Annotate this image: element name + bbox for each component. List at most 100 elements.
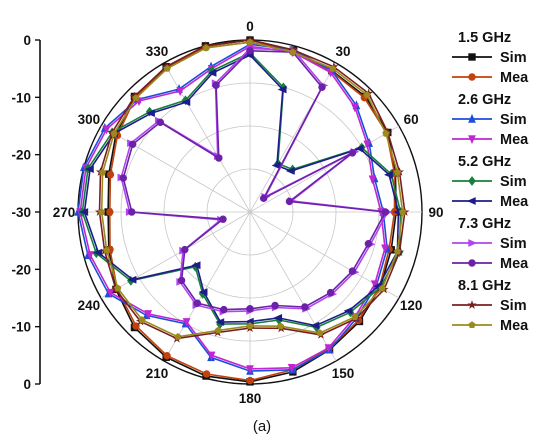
legend-label: Sim [500,174,527,190]
data-point [174,332,182,340]
data-point [468,135,476,145]
legend-label: Mea [500,70,529,86]
data-point [156,118,165,127]
data-point [468,113,476,123]
data-point [466,197,476,205]
legend-group-label: 8.1 GHz [458,278,511,294]
data-point [207,351,216,361]
angular-tick-label: 270 [53,205,76,220]
data-point [219,215,227,223]
grid-spoke [163,62,251,213]
legend-label: Sim [500,298,527,314]
data-point [329,64,337,72]
radial-axis: 0 -10 -20 -30 -20 -10 0 [11,33,41,392]
data-point [181,98,191,107]
angular-tick-label: 150 [332,366,355,381]
legend-group-label: 7.3 GHz [458,216,511,232]
data-point [176,87,184,97]
radial-tick-label: -10 [11,320,31,335]
angular-tick-label: 120 [400,298,423,313]
grid-spoke [249,125,400,213]
data-point [271,301,279,310]
legend-label: Sim [500,112,527,128]
angular-tick-label: 330 [146,44,169,59]
data-point [246,322,254,330]
data-point [212,81,220,90]
data-point [310,321,320,330]
data-point [324,344,333,354]
data-point [393,247,402,255]
data-point [277,322,285,330]
data-point [381,208,390,216]
data-point [110,129,118,137]
angular-tick-label: 60 [404,112,419,127]
data-point [318,83,326,91]
radial-tick-label: -20 [11,148,31,163]
data-point [348,267,357,275]
data-point [468,73,476,81]
data-point [326,288,335,297]
data-point [106,208,114,216]
data-point [84,165,94,174]
data-point [468,259,476,267]
radial-tick-label: 0 [23,377,31,392]
data-point [364,240,373,248]
data-point [378,284,386,292]
data-point [146,109,155,118]
data-point [128,140,137,148]
data-point [214,326,222,334]
data-point [363,91,371,98]
legend-label: Sim [500,236,527,252]
angular-tick-label: 300 [78,112,101,127]
grid-spoke [100,125,251,213]
data-point [106,288,115,298]
data-point [285,197,294,206]
radial-tick-label: -10 [11,90,31,105]
data-point [98,168,107,176]
data-point [289,48,297,56]
data-point [381,244,389,254]
data-point [163,64,171,72]
data-point [181,245,189,254]
data-point [202,44,210,51]
data-point [468,176,476,186]
grid-spoke [249,211,337,362]
data-point [246,376,254,385]
legend-label: Mea [500,194,529,210]
angular-tick-label: 240 [78,298,101,313]
data-point [348,149,357,157]
radial-tick-label: 0 [23,33,31,48]
angular-tick-label: 90 [428,205,443,220]
data-point [181,95,190,106]
series-line [98,39,406,340]
data-point [106,170,115,179]
data-point [259,194,268,203]
data-point [468,239,478,247]
data-point [316,329,324,337]
angular-tick-label: 210 [146,366,169,381]
data-point [273,314,283,322]
data-point [132,322,140,330]
data-point [287,364,296,373]
data-point [182,318,191,328]
data-point [468,321,476,329]
data-point [393,168,402,176]
data-point [128,208,136,216]
data-point [102,125,111,135]
data-point [138,316,146,323]
data-point [354,144,364,153]
data-point [79,208,89,216]
legend-label: Mea [500,318,529,334]
data-point [399,208,407,216]
data-point [193,299,202,307]
grid-spoke [100,211,251,299]
data-point [351,313,359,320]
data-point [119,174,128,182]
data-point [383,170,393,179]
legend: 1.5 GHz Sim Mea 2.6 GHz Sim Mea 5.2 GHz Sim Mea 7… [452,30,529,334]
data-point [163,352,171,360]
data-point [127,275,137,284]
angular-tick-label: 0 [246,19,254,34]
data-point [103,246,111,254]
